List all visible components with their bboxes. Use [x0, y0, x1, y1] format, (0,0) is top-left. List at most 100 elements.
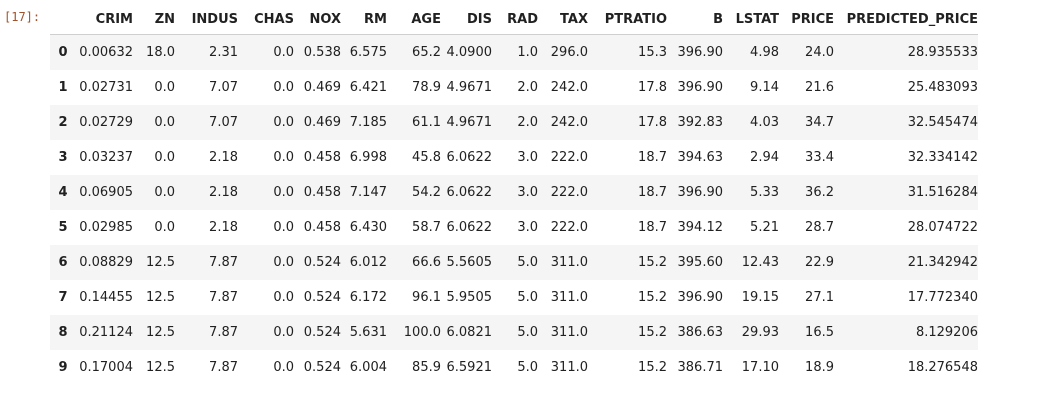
table-cell-predicted_price: 17.772340	[907, 290, 978, 305]
table-cell-crim: 0.06905	[79, 185, 133, 200]
table-cell-ptratio: 15.2	[638, 255, 667, 270]
table-header-row: CRIM ZN INDUS CHAS NOX RM AGE DIS RAD TAX PTRATIO B…	[50, 4, 978, 35]
table-cell-ptratio: 17.8	[638, 80, 667, 95]
table-cell-crim: 0.00632	[79, 45, 133, 60]
table-cell-chas: 0.0	[273, 360, 294, 375]
table-cell-zn: 0.0	[154, 220, 175, 235]
table-cell-nox: 0.538	[303, 45, 341, 60]
table-cell-ptratio: 17.8	[638, 115, 667, 130]
table-cell-indus: 7.07	[209, 115, 238, 130]
table-cell-lstat: 2.94	[750, 150, 779, 165]
table-cell-chas: 0.0	[273, 185, 294, 200]
table-cell-dis: 5.5605	[446, 255, 493, 270]
table-cell-price: 28.7	[805, 220, 834, 235]
column-header-nox: NOX	[294, 4, 341, 35]
table-cell-rad: 2.0	[517, 115, 538, 130]
table-cell-tax: 242.0	[550, 80, 588, 95]
table-cell-age: 78.9	[412, 80, 441, 95]
table-cell-tax: 222.0	[550, 150, 588, 165]
table-row: 5 0.02985 0.0 2.18 0.0 0.458 6.430 58.7 6.0622 3.…	[50, 210, 978, 245]
table-cell-age: 96.1	[412, 290, 441, 305]
table-cell-b: 386.63	[677, 325, 724, 340]
table-cell-rm: 7.185	[349, 115, 387, 130]
table-cell-ptratio: 15.2	[638, 325, 667, 340]
table-cell-ptratio: 18.7	[638, 185, 667, 200]
table-cell-tax: 311.0	[550, 290, 588, 305]
table-cell-indus: 2.18	[209, 150, 238, 165]
table-cell-rm: 6.998	[349, 150, 387, 165]
table-cell-rm: 6.421	[349, 80, 387, 95]
table-cell-rm: 5.631	[349, 325, 387, 340]
column-header-dis: DIS	[441, 4, 492, 35]
table-cell-dis: 6.0821	[446, 325, 493, 340]
table-cell-lstat: 29.93	[741, 325, 779, 340]
table-cell-crim: 0.02985	[79, 220, 133, 235]
table-cell-price: 18.9	[805, 360, 834, 375]
table-cell-zn: 12.5	[146, 360, 175, 375]
column-header-rm: RM	[341, 4, 387, 35]
row-index: 2	[58, 115, 68, 130]
table-cell-rad: 5.0	[517, 255, 538, 270]
table-cell-rm: 6.172	[349, 290, 387, 305]
table-cell-zn: 0.0	[154, 115, 175, 130]
table-cell-b: 396.90	[677, 80, 724, 95]
table-cell-rad: 5.0	[517, 360, 538, 375]
table-cell-indus: 7.07	[209, 80, 238, 95]
row-index: 9	[58, 360, 68, 375]
column-header-zn: ZN	[133, 4, 175, 35]
table-cell-price: 34.7	[805, 115, 834, 130]
table-row: 3 0.03237 0.0 2.18 0.0 0.458 6.998 45.8 6.0622 3.…	[50, 140, 978, 175]
table-cell-dis: 4.9671	[446, 80, 493, 95]
table-cell-nox: 0.524	[303, 255, 341, 270]
table-cell-tax: 311.0	[550, 325, 588, 340]
table-cell-b: 392.83	[677, 115, 724, 130]
table-cell-age: 61.1	[412, 115, 441, 130]
table-cell-crim: 0.08829	[79, 255, 133, 270]
column-header-tax: TAX	[538, 4, 588, 35]
table-cell-dis: 6.0622	[446, 150, 493, 165]
row-index: 3	[58, 150, 68, 165]
table-cell-rm: 6.575	[349, 45, 387, 60]
table-cell-lstat: 4.03	[750, 115, 779, 130]
table-cell-nox: 0.469	[303, 115, 341, 130]
table-cell-nox: 0.524	[303, 360, 341, 375]
table-row: 9 0.17004 12.5 7.87 0.0 0.524 6.004 85.9 6.5921 5…	[50, 350, 978, 385]
table-row: 2 0.02729 0.0 7.07 0.0 0.469 7.185 61.1 4.9671 2.…	[50, 105, 978, 140]
table-cell-lstat: 4.98	[750, 45, 779, 60]
table-cell-lstat: 5.21	[750, 220, 779, 235]
table-cell-dis: 4.0900	[446, 45, 493, 60]
table-cell-nox: 0.458	[303, 220, 341, 235]
table-cell-ptratio: 15.2	[638, 360, 667, 375]
table-cell-price: 24.0	[805, 45, 834, 60]
table-cell-dis: 6.0622	[446, 220, 493, 235]
index-header	[50, 4, 76, 35]
table-cell-crim: 0.14455	[79, 290, 133, 305]
row-index: 8	[58, 325, 68, 340]
table-cell-tax: 311.0	[550, 255, 588, 270]
table-cell-zn: 12.5	[146, 325, 175, 340]
table-cell-tax: 222.0	[550, 185, 588, 200]
table-cell-predicted_price: 32.545474	[907, 115, 978, 130]
row-index: 4	[58, 185, 68, 200]
table-row: 6 0.08829 12.5 7.87 0.0 0.524 6.012 66.6 5.5605 5…	[50, 245, 978, 280]
column-header-rad: RAD	[492, 4, 538, 35]
table-cell-chas: 0.0	[273, 325, 294, 340]
table-cell-chas: 0.0	[273, 45, 294, 60]
table-cell-zn: 18.0	[146, 45, 175, 60]
table-cell-rad: 2.0	[517, 80, 538, 95]
table-cell-indus: 7.87	[209, 325, 238, 340]
table-cell-chas: 0.0	[273, 80, 294, 95]
table-cell-rad: 3.0	[517, 185, 538, 200]
table-cell-predicted_price: 32.334142	[907, 150, 978, 165]
table-cell-ptratio: 18.7	[638, 220, 667, 235]
table-cell-ptratio: 15.2	[638, 290, 667, 305]
table-cell-b: 395.60	[677, 255, 724, 270]
table-cell-zn: 12.5	[146, 255, 175, 270]
table-cell-rm: 6.004	[349, 360, 387, 375]
table-cell-indus: 2.18	[209, 220, 238, 235]
table-cell-indus: 7.87	[209, 255, 238, 270]
table-cell-indus: 2.18	[209, 185, 238, 200]
table-cell-dis: 4.9671	[446, 115, 493, 130]
table-cell-age: 45.8	[412, 150, 441, 165]
row-index: 1	[58, 80, 68, 95]
